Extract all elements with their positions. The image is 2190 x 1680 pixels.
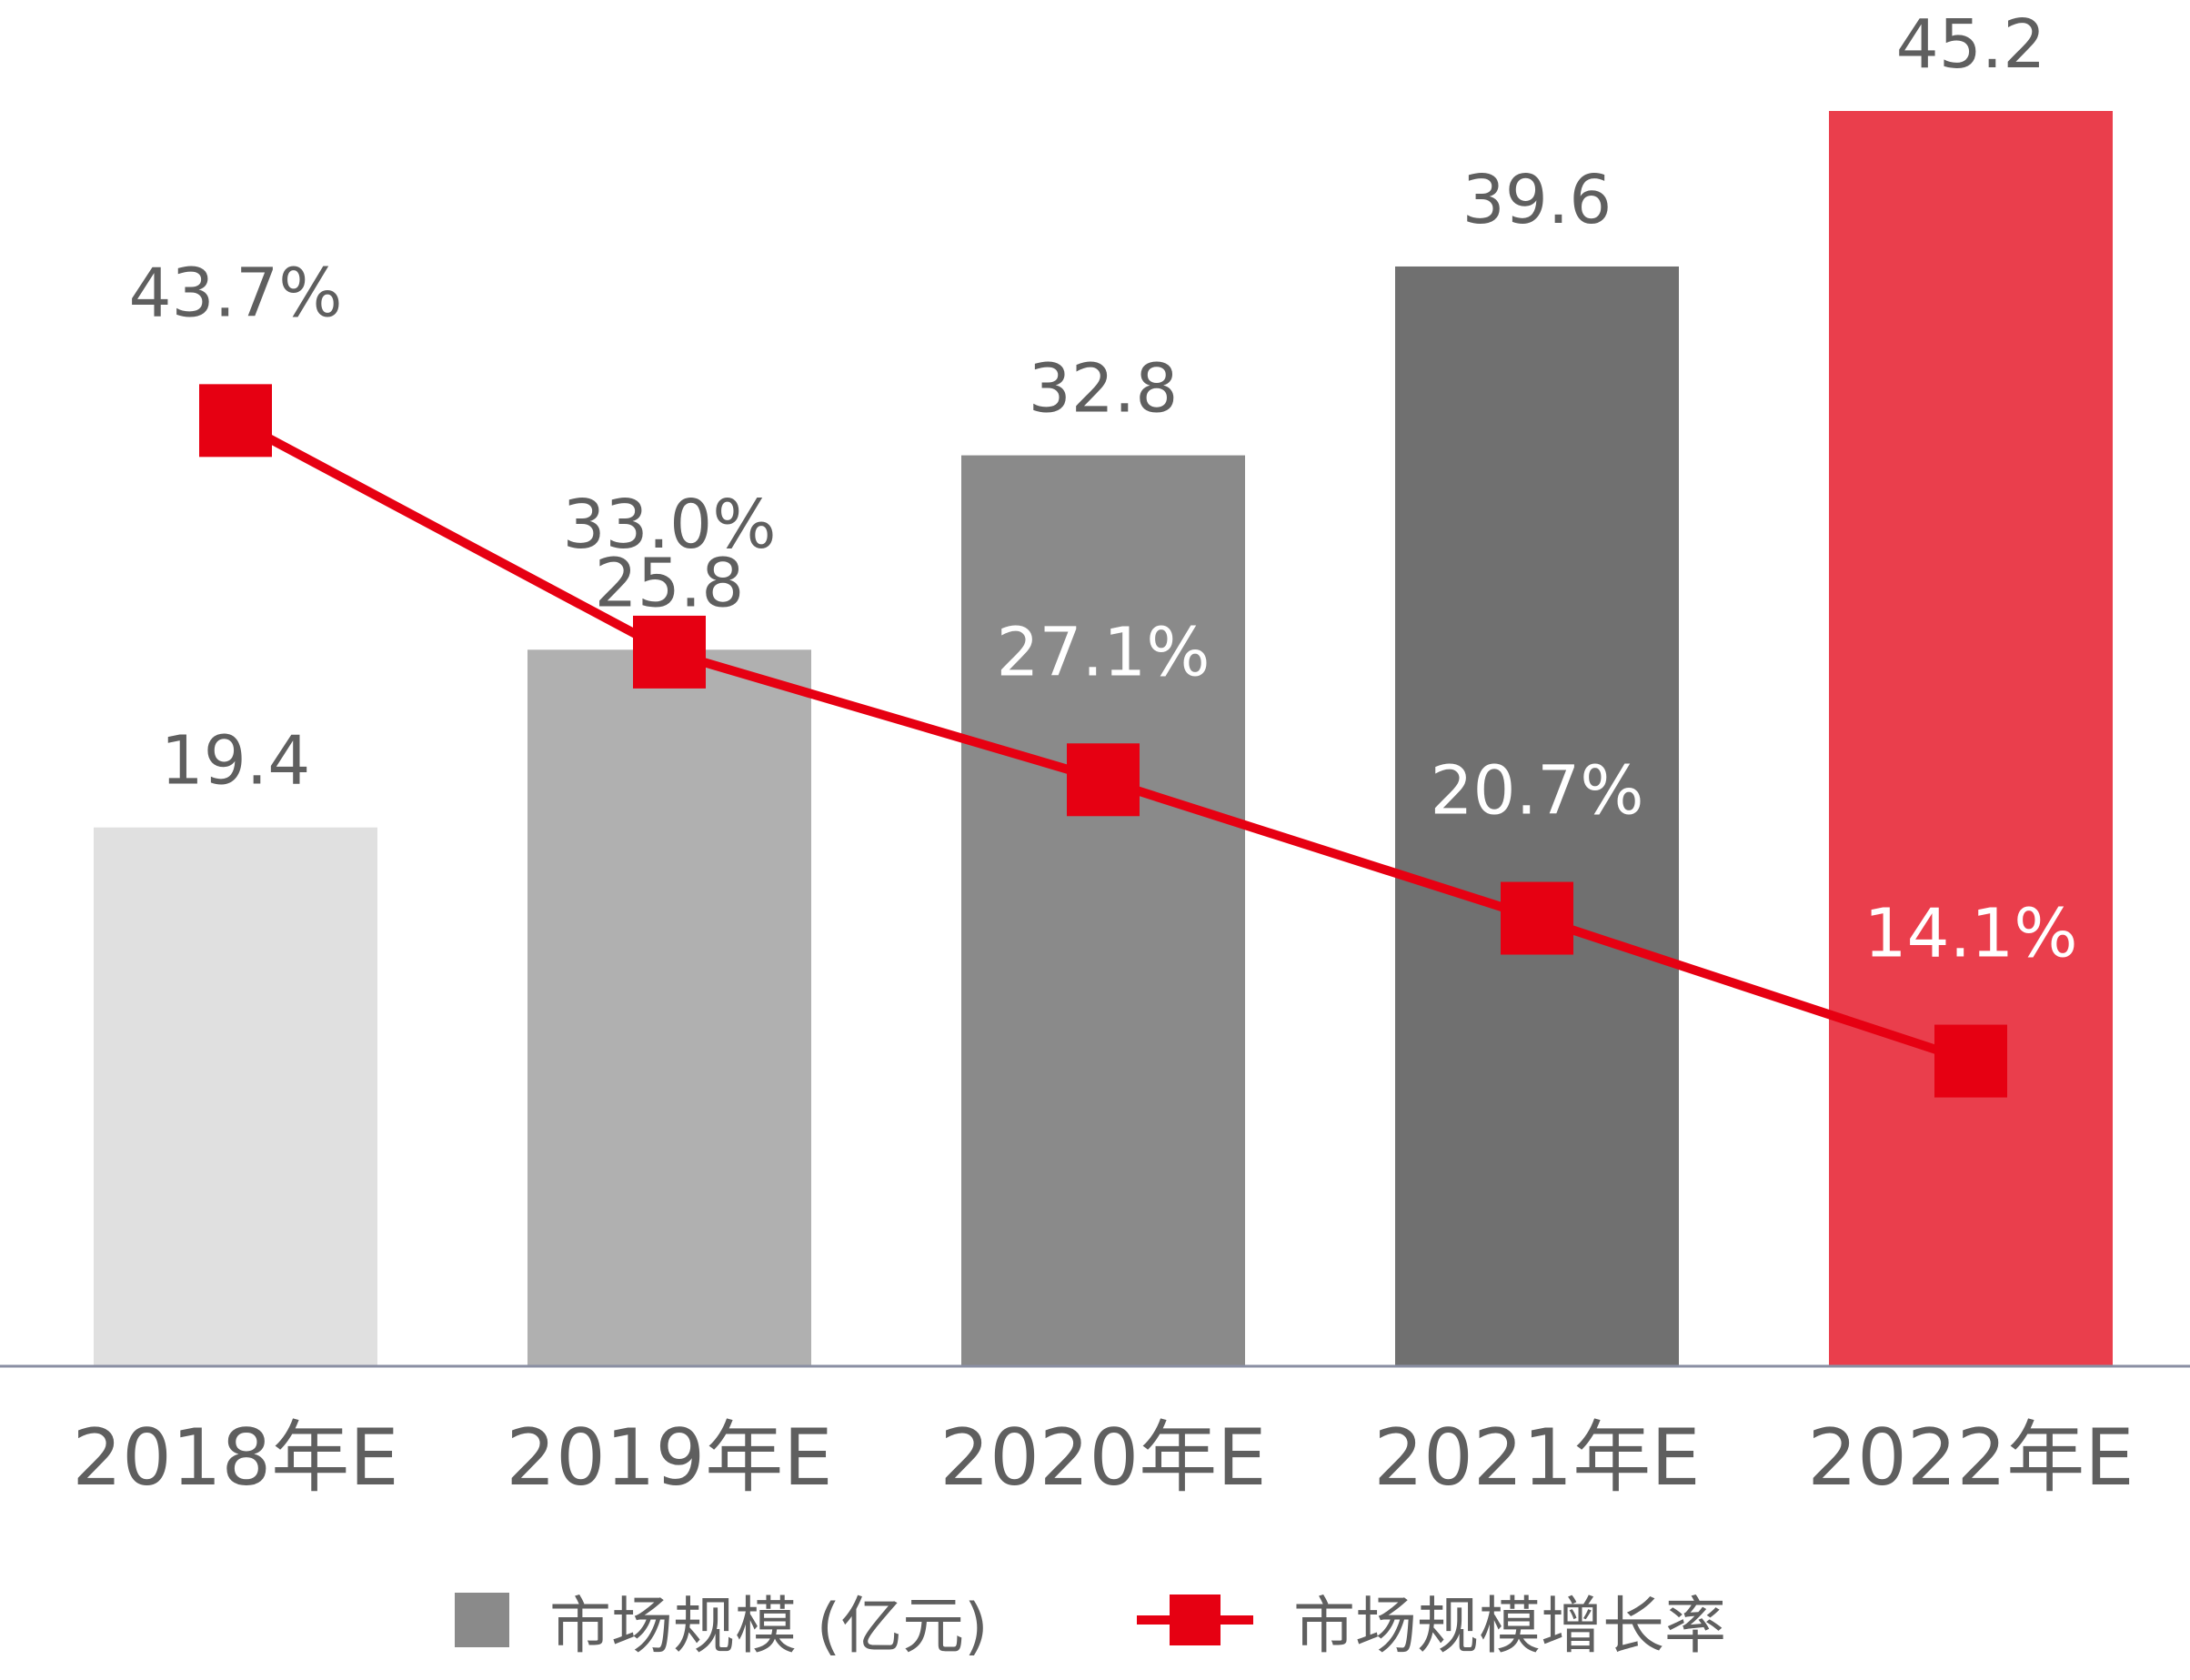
bar-value-label-1: 25.8	[595, 544, 745, 622]
growth-rate-label-4: 14.1%	[1864, 895, 2077, 973]
x-tick-label-2: 2020年E	[939, 1413, 1266, 1504]
bar-series	[94, 111, 2113, 1367]
combo-chart: 19.4 25.8 32.8 39.6 45.2 43.7% 33.0% 27.1% 20.7…	[0, 5, 2190, 1504]
growth-rate-marker-2	[1067, 743, 1140, 817]
legend: 市场规模 (亿元) 市场规模增长率	[0, 1579, 2190, 1663]
growth-rate-label-2: 27.1%	[996, 613, 1210, 691]
bar-4	[1829, 111, 2113, 1366]
bar-value-label-4: 45.2	[1896, 5, 2046, 84]
growth-rate-labels: 43.7% 33.0% 27.1% 20.7% 14.1%	[128, 254, 2077, 972]
bar-value-label-2: 32.8	[1029, 350, 1179, 428]
growth-rate-label-1: 33.0%	[562, 486, 776, 564]
bar-1	[527, 649, 811, 1366]
bar-2	[961, 455, 1245, 1366]
growth-rate-label-0: 43.7%	[128, 254, 342, 332]
bar-3	[1395, 266, 1679, 1367]
x-axis-ticks: 2018年E 2019年E 2020年E 2021年E 2022年E	[72, 1413, 2134, 1504]
x-tick-label-3: 2021年E	[1373, 1413, 1700, 1504]
legend-item-market-size: 市场规模 (亿元)	[455, 1579, 989, 1663]
growth-rate-marker-1	[633, 615, 706, 689]
growth-rate-series	[199, 384, 2007, 1098]
growth-rate-marker-3	[1501, 881, 1573, 955]
x-tick-label-1: 2019年E	[506, 1413, 832, 1504]
x-tick-label-4: 2022年E	[1807, 1413, 2134, 1504]
bar-value-label-3: 39.6	[1462, 161, 1612, 239]
legend-line-marker-icon	[1137, 1593, 1253, 1647]
legend-label-market-size: 市场规模 (亿元)	[549, 1590, 989, 1663]
legend-label-growth-rate: 市场规模增长率	[1293, 1590, 1727, 1663]
growth-rate-marker-4	[1934, 1024, 2007, 1098]
legend-item-growth-rate: 市场规模增长率	[1137, 1579, 1726, 1663]
legend-bar-swatch-icon	[455, 1593, 509, 1647]
bar-value-label-0: 19.4	[161, 722, 311, 800]
growth-rate-label-3: 20.7%	[1430, 752, 1643, 830]
x-tick-label-0: 2018年E	[72, 1413, 398, 1504]
growth-rate-marker-0	[199, 384, 272, 458]
bar-0	[94, 827, 377, 1366]
bar-value-labels: 19.4 25.8 32.8 39.6 45.2	[161, 5, 2046, 800]
